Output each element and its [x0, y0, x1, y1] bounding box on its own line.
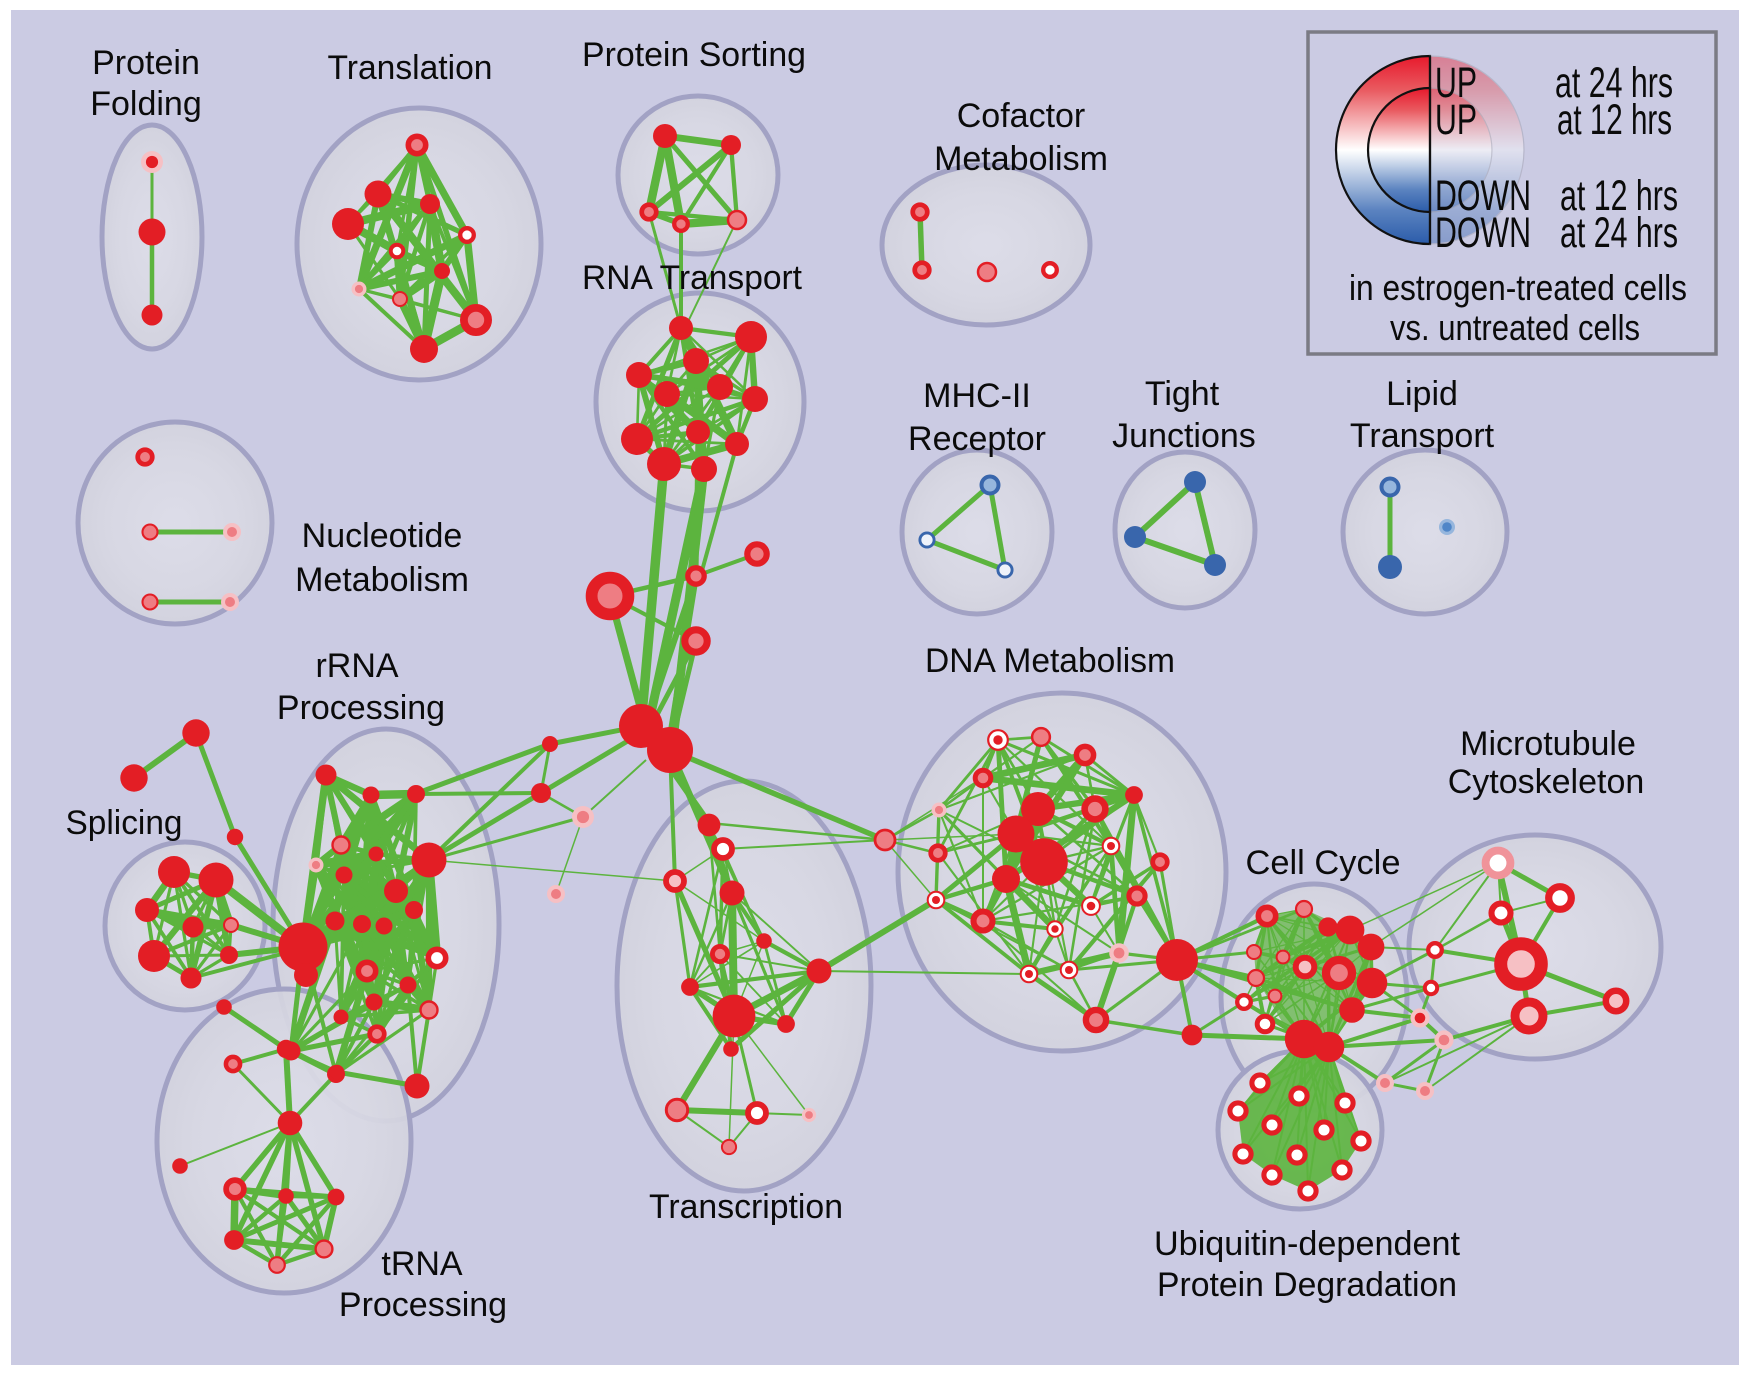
svg-text:Protein: Protein [92, 44, 200, 82]
svg-text:Processing: Processing [277, 689, 445, 727]
svg-text:RNA Transport: RNA Transport [582, 259, 803, 297]
svg-text:Folding: Folding [90, 85, 202, 123]
svg-text:Protein Sorting: Protein Sorting [582, 36, 806, 74]
svg-text:DOWN: DOWN [1435, 209, 1531, 257]
svg-text:vs. untreated cells: vs. untreated cells [1390, 307, 1640, 348]
svg-text:tRNA: tRNA [381, 1245, 463, 1283]
svg-text:Lipid: Lipid [1386, 375, 1458, 413]
svg-text:MHC-II: MHC-II [923, 377, 1031, 415]
svg-text:Tight: Tight [1145, 375, 1220, 413]
svg-text:UP: UP [1435, 59, 1477, 107]
svg-text:at 12 hrs: at 12 hrs [1557, 96, 1672, 144]
svg-text:Receptor: Receptor [908, 420, 1046, 458]
svg-text:Splicing: Splicing [66, 804, 183, 842]
svg-text:at 24 hrs: at 24 hrs [1560, 209, 1678, 257]
svg-text:Cytoskeleton: Cytoskeleton [1448, 763, 1645, 801]
svg-text:Protein Degradation: Protein Degradation [1157, 1266, 1457, 1304]
svg-text:DOWN: DOWN [1435, 172, 1531, 220]
svg-text:at 12 hrs: at 12 hrs [1560, 172, 1678, 220]
svg-text:Processing: Processing [339, 1286, 507, 1324]
svg-text:Microtubule: Microtubule [1460, 725, 1636, 763]
svg-text:UP: UP [1435, 96, 1477, 144]
svg-text:Metabolism: Metabolism [934, 140, 1108, 178]
svg-text:Cofactor: Cofactor [957, 97, 1086, 135]
svg-text:at 24 hrs: at 24 hrs [1555, 59, 1673, 107]
svg-text:Cell Cycle: Cell Cycle [1246, 844, 1401, 882]
svg-text:Junctions: Junctions [1112, 417, 1256, 455]
svg-text:in estrogen-treated cells: in estrogen-treated cells [1349, 267, 1687, 308]
svg-text:Transcription: Transcription [649, 1188, 843, 1226]
svg-text:rRNA: rRNA [315, 647, 398, 685]
svg-text:Ubiquitin-dependent: Ubiquitin-dependent [1154, 1225, 1461, 1263]
svg-text:Translation: Translation [328, 49, 493, 87]
svg-text:Nucleotide: Nucleotide [302, 517, 463, 555]
svg-text:DNA Metabolism: DNA Metabolism [925, 642, 1175, 680]
svg-text:Metabolism: Metabolism [295, 561, 469, 599]
svg-text:Transport: Transport [1350, 417, 1495, 455]
